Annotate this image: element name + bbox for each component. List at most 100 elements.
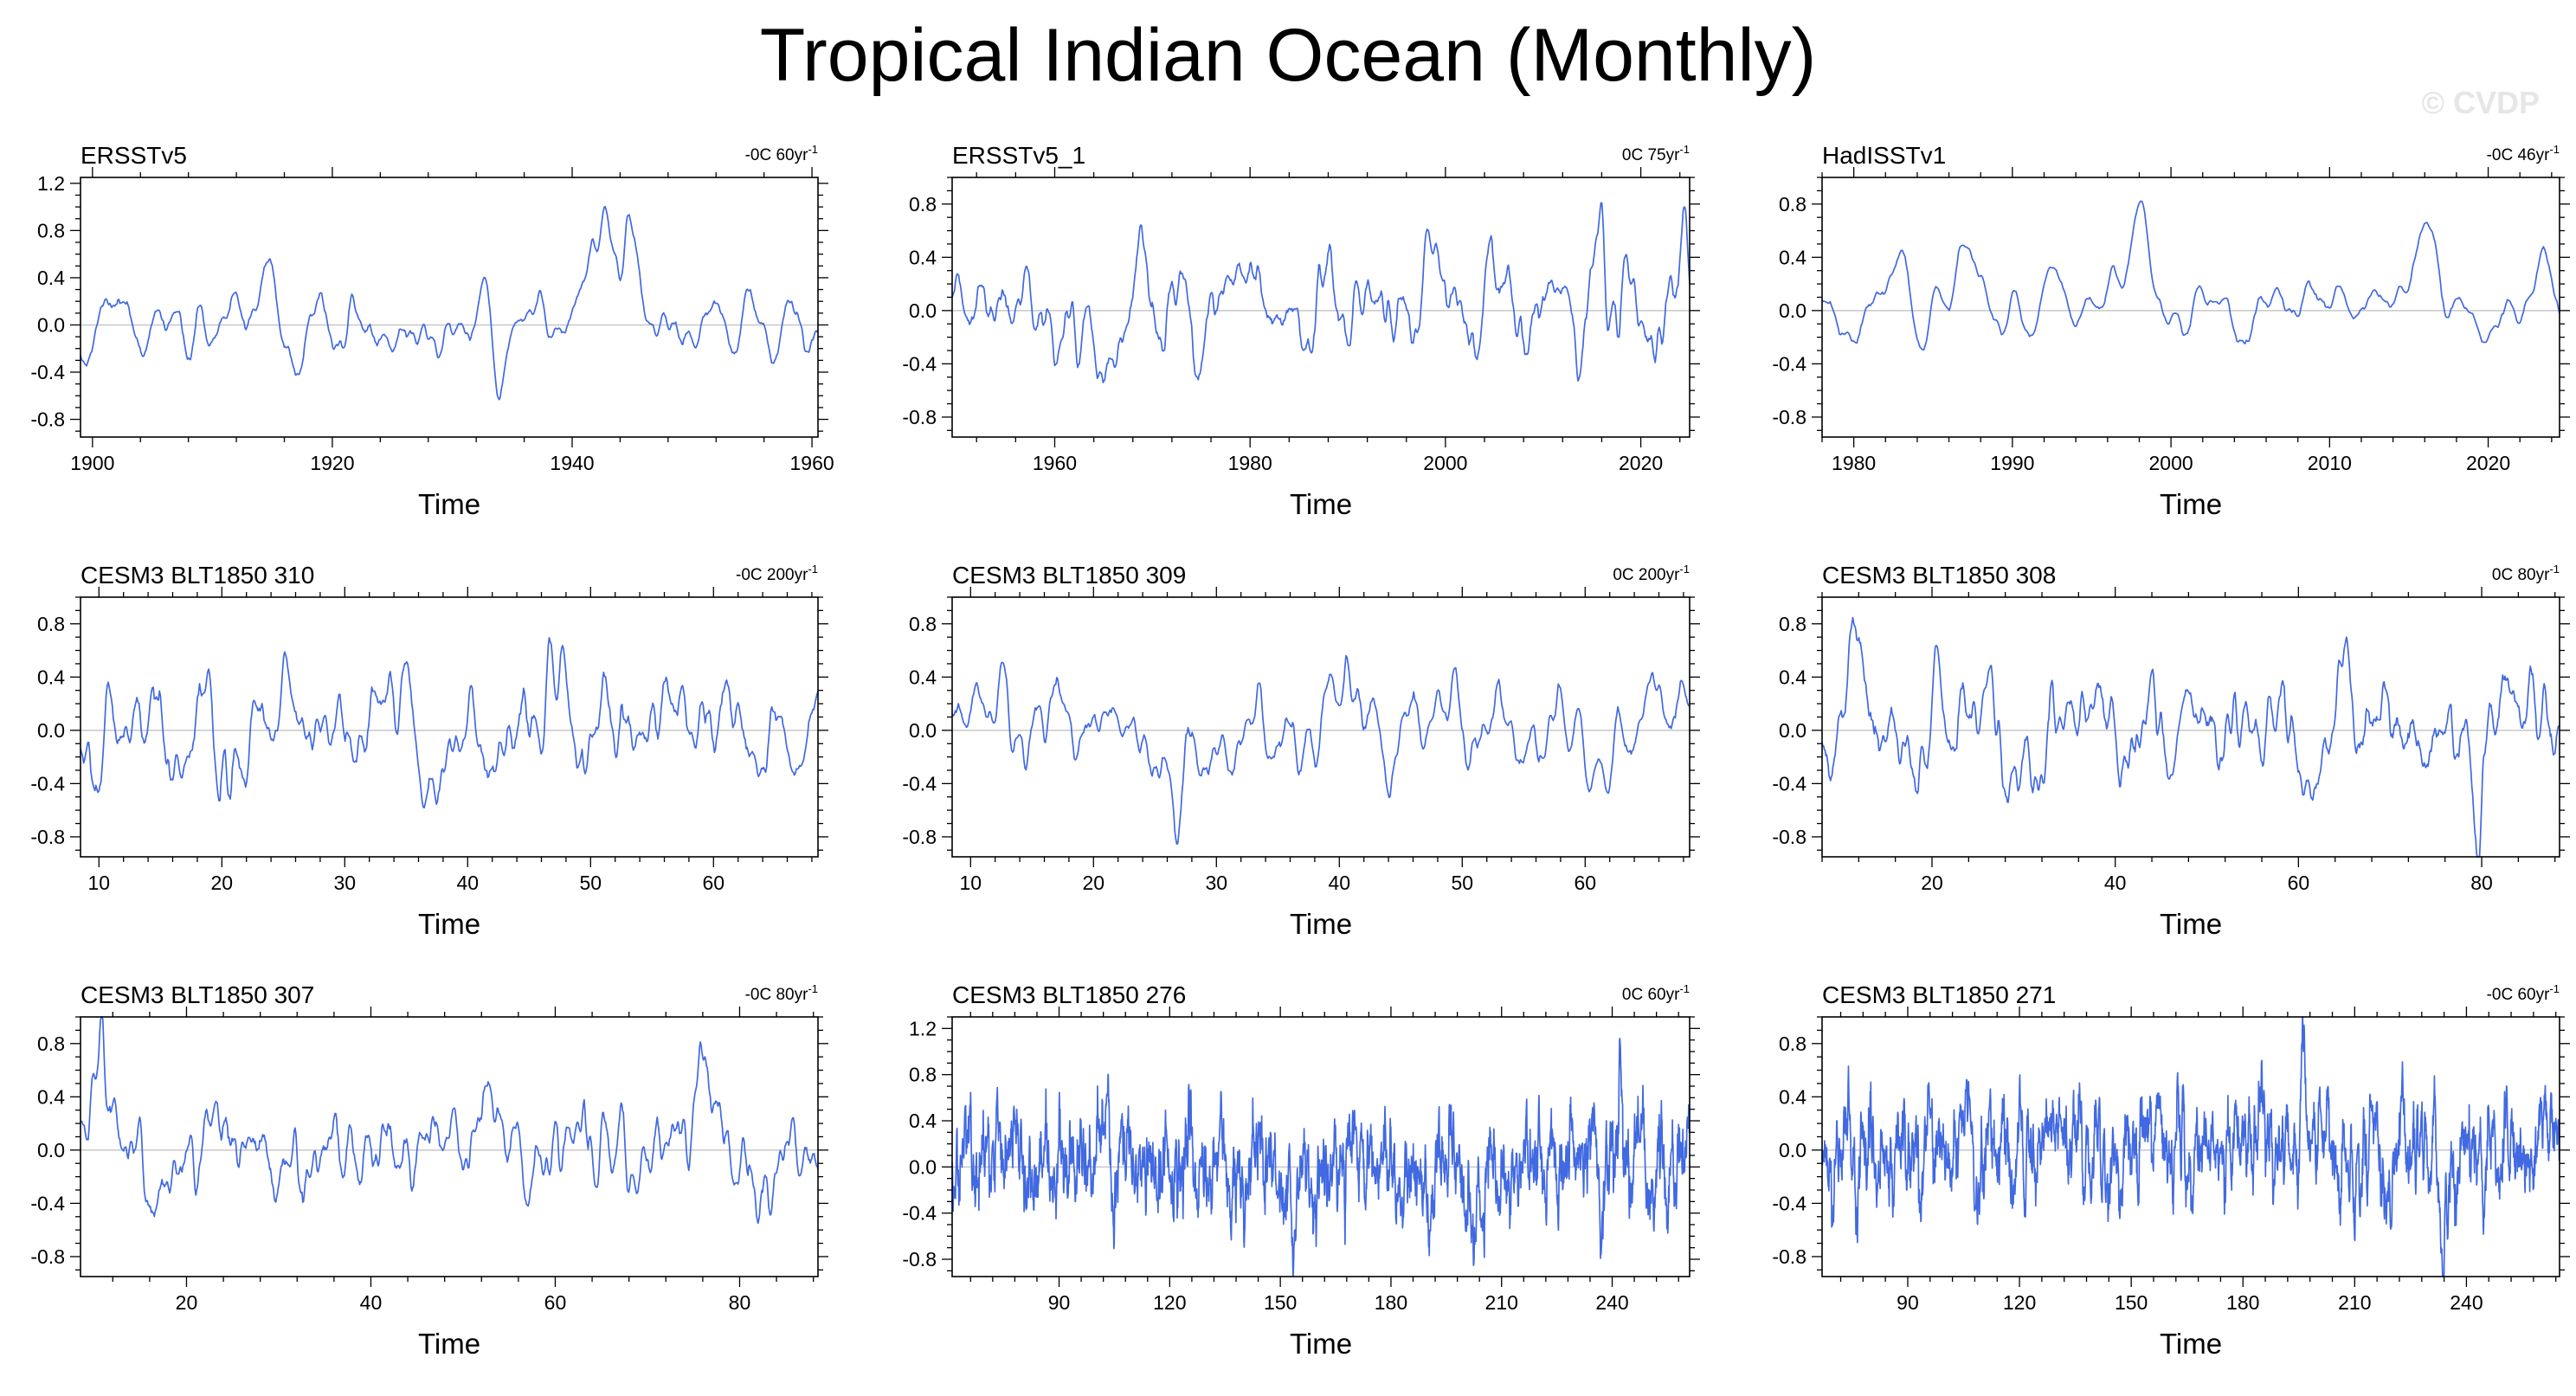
y-tick-label: -0.8 bbox=[902, 826, 937, 848]
y-tick-label: 1.2 bbox=[909, 1017, 937, 1039]
y-tick-label: 0.0 bbox=[909, 1155, 937, 1178]
y-tick-label: 0.8 bbox=[909, 193, 937, 216]
series-line bbox=[1821, 616, 2560, 858]
panel-title: CESM3 BLT1850 271 bbox=[1822, 981, 2056, 1008]
panel-1: ERSSTv5 -0C 60yr-1 1.2 0.8 0.4 0.0 -0.4 -0.8190… bbox=[30, 142, 834, 520]
series-line bbox=[80, 636, 819, 809]
x-tick-label: 2010 bbox=[2308, 452, 2352, 474]
x-axis-label: Time bbox=[1290, 908, 1352, 940]
y-tick-label: 0.0 bbox=[909, 299, 937, 322]
x-tick-label: 50 bbox=[1452, 872, 1474, 894]
y-tick-label: 0.4 bbox=[37, 267, 65, 289]
x-tick-label: 240 bbox=[1595, 1291, 1628, 1314]
plot-frame bbox=[1821, 596, 2560, 858]
panel-title: HadISSTv1 bbox=[1822, 142, 1946, 169]
y-tick-label: -0.8 bbox=[1772, 406, 1806, 428]
plot-frame bbox=[951, 177, 1690, 438]
panel-3: HadISSTv1 -0C 46yr-1 0.8 0.4 0.0 -0.4 -0.8 1980… bbox=[1772, 142, 2570, 520]
y-tick-label: -0.8 bbox=[1772, 1245, 1806, 1268]
x-tick-label: 240 bbox=[2450, 1291, 2483, 1314]
x-tick-label: 2000 bbox=[1423, 452, 1467, 474]
y-tick-label: -0.4 bbox=[1772, 772, 1806, 794]
x-tick-label: 180 bbox=[2226, 1291, 2259, 1314]
y-tick-label: -0.4 bbox=[1772, 1192, 1806, 1214]
x-tick-label: 150 bbox=[1264, 1291, 1297, 1314]
y-tick-label: -0.4 bbox=[902, 352, 937, 375]
x-tick-label: 80 bbox=[2470, 872, 2493, 894]
panel-7: CESM3 BLT1850 307 -0C 80yr-1 0.8 0.4 0.0 -0.4… bbox=[30, 981, 828, 1360]
panel-title: CESM3 BLT1850 307 bbox=[80, 981, 314, 1008]
y-tick-label: 0.0 bbox=[37, 719, 65, 742]
x-tick-label: 120 bbox=[1153, 1291, 1186, 1314]
y-tick-label: 0.0 bbox=[1779, 719, 1806, 742]
panel-title: CESM3 BLT1850 309 bbox=[952, 562, 1186, 589]
x-tick-label: 80 bbox=[729, 1291, 751, 1314]
plot-frame bbox=[951, 596, 1690, 858]
y-tick-label: -0.4 bbox=[902, 1202, 937, 1225]
y-tick-label: 0.0 bbox=[1779, 299, 1806, 322]
series-line bbox=[80, 1016, 819, 1225]
x-tick-label: 1990 bbox=[1990, 452, 2034, 474]
series-line bbox=[951, 1038, 1690, 1277]
x-tick-label: 30 bbox=[334, 872, 357, 894]
panel-title: CESM3 BLT1850 310 bbox=[80, 562, 314, 589]
y-tick-label: 0.4 bbox=[37, 666, 65, 688]
trend-label: 0C 80yr-1 bbox=[2492, 563, 2560, 584]
y-tick-label: 0.8 bbox=[1779, 1033, 1806, 1055]
y-tick-label: 0.8 bbox=[37, 1033, 65, 1055]
y-tick-label: 0.0 bbox=[37, 1139, 65, 1161]
y-tick-label: -0.8 bbox=[30, 409, 65, 431]
trend-label: -0C 60yr-1 bbox=[2487, 982, 2560, 1004]
y-tick-label: -0.8 bbox=[30, 826, 65, 848]
trend-label: -0C 46yr-1 bbox=[2487, 143, 2560, 164]
y-tick-label: 0.8 bbox=[909, 1064, 937, 1086]
y-tick-label: 1.2 bbox=[37, 172, 65, 195]
trend-label: -0C 60yr-1 bbox=[745, 143, 818, 164]
plot-frame bbox=[80, 596, 819, 858]
y-tick-label: -0.8 bbox=[30, 1245, 65, 1268]
y-tick-label: 0.8 bbox=[909, 613, 937, 635]
panel-title: ERSSTv5_1 bbox=[952, 142, 1085, 169]
y-tick-label: 0.8 bbox=[37, 613, 65, 635]
figure-title: Tropical Indian Ocean (Monthly) bbox=[759, 14, 1817, 97]
panel-6: CESM3 BLT1850 308 0C 80yr-1 0.8 0.4 0.0 -0.4 -… bbox=[1772, 562, 2570, 940]
x-tick-label: 20 bbox=[1921, 872, 1943, 894]
x-tick-label: 10 bbox=[88, 872, 111, 894]
panel-9: CESM3 BLT1850 271 -0C 60yr-1 0.8 0.4 0.0 -0.4… bbox=[1772, 981, 2570, 1360]
x-axis-label: Time bbox=[2160, 1328, 2222, 1360]
plot-frame bbox=[80, 1016, 819, 1277]
x-tick-label: 1940 bbox=[550, 452, 594, 474]
x-axis-label: Time bbox=[2160, 908, 2222, 940]
x-tick-label: 60 bbox=[703, 872, 725, 894]
series-line bbox=[1821, 1016, 2560, 1277]
watermark: © CVDP bbox=[2421, 85, 2540, 120]
x-tick-label: 50 bbox=[580, 872, 602, 894]
y-tick-label: 0.0 bbox=[1779, 1139, 1806, 1161]
series-line bbox=[951, 202, 1690, 383]
x-tick-label: 1960 bbox=[789, 452, 834, 474]
x-tick-label: 40 bbox=[457, 872, 480, 894]
y-tick-label: 0.0 bbox=[37, 313, 65, 336]
x-tick-label: 150 bbox=[2115, 1291, 2148, 1314]
x-tick-label: 210 bbox=[1485, 1291, 1518, 1314]
x-axis-label: Time bbox=[1290, 1328, 1352, 1360]
plot-frame bbox=[1821, 1016, 2560, 1277]
y-tick-label: 0.8 bbox=[1779, 613, 1806, 635]
y-tick-label: -0.8 bbox=[1772, 826, 1806, 848]
plot-frame bbox=[1821, 177, 2560, 438]
x-tick-label: 180 bbox=[1375, 1291, 1407, 1314]
panel-4: CESM3 BLT1850 310 -0C 200yr-1 0.8 0.4 0.0 -0.… bbox=[30, 562, 828, 940]
x-tick-label: 20 bbox=[211, 872, 234, 894]
y-tick-label: 0.8 bbox=[37, 219, 65, 241]
plot-frame bbox=[951, 1016, 1690, 1277]
x-tick-label: 60 bbox=[2288, 872, 2310, 894]
panel-title: CESM3 BLT1850 276 bbox=[952, 981, 1186, 1008]
x-tick-label: 1960 bbox=[1033, 452, 1077, 474]
x-tick-label: 40 bbox=[2104, 872, 2127, 894]
x-tick-label: 40 bbox=[360, 1291, 383, 1314]
y-tick-label: 0.4 bbox=[1779, 666, 1806, 688]
x-axis-label: Time bbox=[2160, 488, 2222, 520]
y-tick-label: -0.4 bbox=[1772, 352, 1806, 375]
x-tick-label: 1980 bbox=[1228, 452, 1272, 474]
y-tick-label: -0.4 bbox=[30, 772, 65, 794]
